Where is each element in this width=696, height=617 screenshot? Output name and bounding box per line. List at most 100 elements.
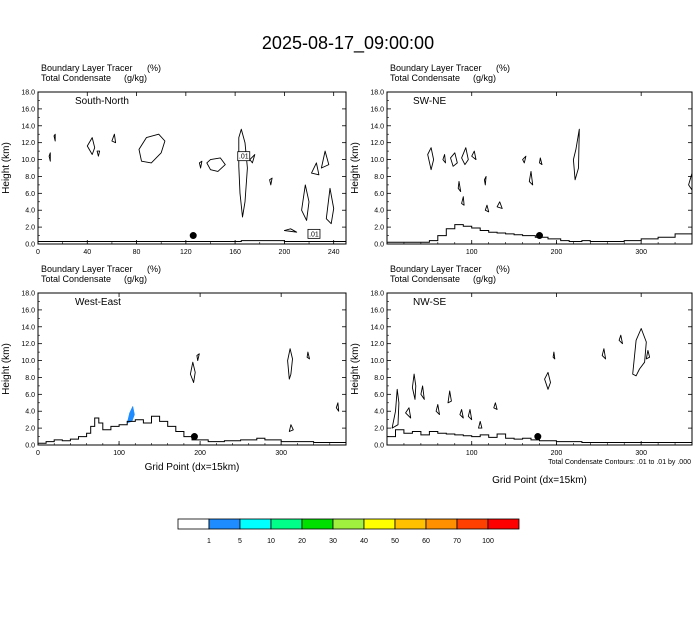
cloud-contour-4 bbox=[435, 404, 440, 416]
header-unit2: (g/kg) bbox=[124, 73, 147, 83]
colorbar-swatch-10 bbox=[487, 518, 520, 530]
cloud-contour-0 bbox=[427, 147, 435, 171]
cloud-contour-8 bbox=[238, 128, 248, 218]
cloud-contour-3 bbox=[306, 351, 310, 360]
y-tick-label: 18.0 bbox=[370, 90, 384, 97]
y-tick-label: 6.0 bbox=[25, 191, 35, 198]
cloud-contour-8 bbox=[528, 170, 534, 186]
panel-label: South-North bbox=[75, 96, 129, 107]
y-tick-label: 8.0 bbox=[25, 174, 35, 181]
x-tick-label: 120 bbox=[180, 249, 192, 256]
panel-south-north: Boundary Layer Tracer (%) Total Condensate… bbox=[1, 63, 347, 256]
cloud-contour-10 bbox=[544, 371, 551, 390]
cloud-contour-0 bbox=[189, 361, 196, 383]
y-tick-label: 16.0 bbox=[21, 106, 35, 113]
cloud-contour-7 bbox=[539, 157, 543, 166]
y-tick-label: 14.0 bbox=[370, 324, 384, 331]
colorbar-label-3: 20 bbox=[298, 538, 306, 545]
cloud-contour-11 bbox=[457, 181, 462, 193]
cloud-contour-14 bbox=[320, 150, 330, 169]
cloud-contour-3 bbox=[461, 147, 469, 166]
cloud-contour-13 bbox=[496, 201, 503, 209]
colorbar-swatch-7 bbox=[394, 518, 427, 530]
colorbar-swatch-2 bbox=[239, 518, 272, 530]
header-var1: Boundary Layer Tracer bbox=[41, 264, 133, 274]
y-tick-label: 10.0 bbox=[21, 358, 35, 365]
plot-frame bbox=[386, 91, 693, 245]
y-tick-label: 16.0 bbox=[370, 307, 384, 314]
figure-title: 2025-08-17_09:00:00 bbox=[262, 33, 434, 54]
x-tick-label: 40 bbox=[83, 249, 91, 256]
y-tick-label: 0.0 bbox=[25, 242, 35, 249]
cloud-contour-4 bbox=[111, 133, 117, 144]
x-tick-label: 200 bbox=[279, 249, 291, 256]
x-tick-label: 100 bbox=[113, 450, 125, 457]
cloud-contour-12 bbox=[618, 334, 623, 345]
y-tick-label: 4.0 bbox=[374, 409, 384, 416]
colorbar: 1 5 10 20 30 40 50 60 70 100 bbox=[177, 518, 520, 545]
header-unit2: (g/kg) bbox=[124, 274, 147, 284]
header-unit1: (%) bbox=[496, 63, 510, 73]
cloud-contour-15 bbox=[325, 187, 335, 225]
cloud-contour-13 bbox=[311, 162, 320, 176]
x-tick-label: 200 bbox=[551, 249, 563, 256]
cloud-contour-5 bbox=[447, 390, 452, 404]
y-tick-label: 10.0 bbox=[370, 358, 384, 365]
colorbar-label-7: 60 bbox=[422, 538, 430, 545]
cloud-contour-2 bbox=[86, 137, 96, 155]
y-tick-label: 18.0 bbox=[21, 90, 35, 97]
y-tick-label: 12.0 bbox=[21, 341, 35, 348]
colorbar-swatch-5 bbox=[332, 518, 365, 530]
x-axis-label: Grid Point (dx=15km) bbox=[492, 475, 587, 486]
x-tick-label: 100 bbox=[466, 249, 478, 256]
header-unit2: (g/kg) bbox=[473, 274, 496, 284]
y-tick-label: 16.0 bbox=[370, 106, 384, 113]
y-tick-label: 12.0 bbox=[370, 341, 384, 348]
cloud-contour-6 bbox=[198, 160, 203, 169]
panel-label: West-East bbox=[75, 297, 121, 308]
location-marker bbox=[189, 232, 197, 240]
y-axis-label: Height (km) bbox=[1, 142, 12, 194]
cloud-contour-11 bbox=[552, 351, 556, 360]
y-axis-label: Height (km) bbox=[350, 343, 361, 395]
contour-label-box-1 bbox=[307, 228, 321, 239]
cloud-contour-6 bbox=[459, 409, 464, 419]
panel-west-east: Boundary Layer Tracer (%) Total Condensate… bbox=[1, 264, 347, 473]
y-tick-label: 14.0 bbox=[21, 324, 35, 331]
colorbar-label-9: 100 bbox=[482, 538, 494, 545]
x-axis-label: Grid Point (dx=15km) bbox=[145, 462, 240, 473]
header-var1: Boundary Layer Tracer bbox=[390, 264, 482, 274]
colorbar-label-5: 40 bbox=[360, 538, 368, 545]
cloud-contour-9 bbox=[249, 154, 256, 164]
header-var2: Total Condensate bbox=[390, 73, 460, 83]
panel-sw-ne: Boundary Layer Tracer (%) Total Condensate… bbox=[350, 63, 693, 256]
colorbar-swatch-0 bbox=[177, 518, 210, 530]
cloud-contour-7 bbox=[206, 157, 226, 172]
cloud-contour-10 bbox=[269, 177, 273, 186]
header-unit1: (%) bbox=[496, 264, 510, 274]
cloud-contour-0 bbox=[391, 388, 400, 429]
y-axis-label: Height (km) bbox=[1, 343, 12, 395]
y-tick-label: 4.0 bbox=[374, 208, 384, 215]
y-tick-label: 18.0 bbox=[370, 291, 384, 298]
colorbar-swatch-3 bbox=[270, 518, 303, 530]
y-tick-label: 12.0 bbox=[21, 140, 35, 147]
y-tick-label: 4.0 bbox=[25, 208, 35, 215]
boundary-layer-line bbox=[387, 224, 693, 243]
header-var1: Boundary Layer Tracer bbox=[41, 63, 133, 73]
cloud-contour-4 bbox=[335, 402, 340, 412]
x-tick-label: 240 bbox=[328, 249, 340, 256]
colorbar-label-1: 5 bbox=[238, 538, 242, 545]
tracer-fill-0 bbox=[126, 405, 135, 424]
y-tick-label: 2.0 bbox=[25, 426, 35, 433]
cloud-contour-6 bbox=[522, 155, 527, 164]
y-tick-label: 6.0 bbox=[374, 191, 384, 198]
y-tick-label: 14.0 bbox=[21, 123, 35, 130]
header-var2: Total Condensate bbox=[390, 274, 460, 284]
cloud-contour-12 bbox=[301, 184, 310, 221]
cloud-contour-1 bbox=[196, 353, 200, 362]
x-tick-label: 0 bbox=[36, 249, 40, 256]
contour-label-1: .01 bbox=[309, 231, 319, 238]
x-tick-label: 80 bbox=[133, 249, 141, 256]
